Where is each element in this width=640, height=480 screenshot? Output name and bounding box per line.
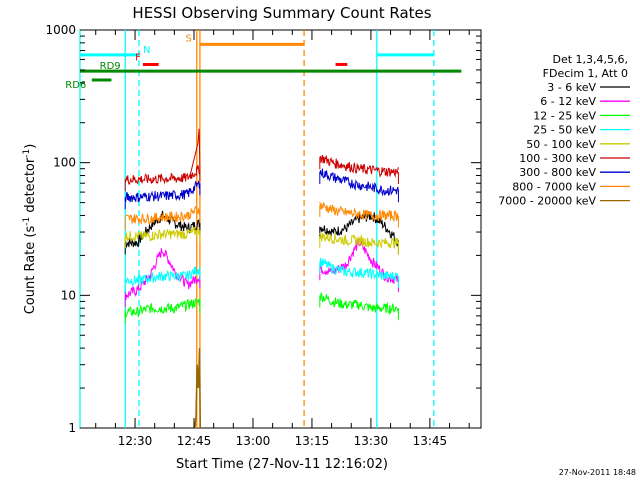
legend: Det 1,3,4,5,6, FDecim 1, Att 0 3 - 6 keV… [498, 53, 630, 208]
y-axis-title-sup2: -1 [22, 149, 32, 158]
series-line [319, 154, 399, 178]
y-tick-label: 10 [61, 288, 76, 302]
series-line [124, 297, 201, 319]
flag-label: RD9 [100, 61, 121, 72]
legend-label: 50 - 100 keV [526, 138, 596, 151]
high-energy-trace [194, 348, 202, 429]
legend-label: 100 - 300 keV [519, 152, 596, 165]
x-tick-label: 12:45 [177, 434, 212, 448]
y-tick-label: 1 [68, 421, 76, 435]
flag-label: F [135, 52, 141, 63]
x-axis: 12:30 12:45 13:00 13:15 13:30 13:45 [95, 30, 470, 448]
series-line [124, 225, 201, 243]
legend-label: 6 - 12 keV [540, 95, 596, 108]
flag-bars: N S F RD9 RD6 [65, 33, 462, 91]
legend-label: 800 - 7000 keV [512, 180, 596, 193]
footer-timestamp: 27-Nov-2011 18:48 [559, 468, 636, 477]
y-tick-label: 100 [53, 156, 76, 170]
chart-title: HESSI Observing Summary Count Rates [132, 4, 431, 22]
series-line [319, 168, 399, 197]
flag-label: N [143, 45, 150, 56]
x-tick-label: 13:45 [413, 434, 448, 448]
y-axis: 1 10 100 1000 [45, 23, 481, 435]
x-tick-label: 13:00 [236, 434, 271, 448]
series-line [124, 266, 201, 287]
series-line [319, 211, 399, 247]
plot-frame [79, 29, 482, 429]
instrument-state-lines [79, 30, 435, 428]
legend-label: 300 - 800 keV [519, 166, 596, 179]
flag-label: RD6 [65, 80, 86, 91]
legend-label: 25 - 50 keV [533, 124, 596, 137]
series-line [124, 180, 201, 203]
y-axis-title-part3: ) [23, 144, 38, 149]
x-tick-label: 13:15 [295, 434, 330, 448]
series-line [319, 292, 399, 316]
series-line [124, 165, 201, 185]
y-axis-title-sup1: -1 [22, 217, 32, 226]
series-line [319, 257, 399, 282]
y-axis-title: Count Rate (s-1 detector-1) [22, 144, 38, 315]
legend-label: 3 - 6 keV [547, 81, 596, 94]
series-line [124, 205, 201, 225]
series-layer [124, 128, 399, 429]
x-tick-label: 12:30 [118, 434, 153, 448]
y-axis-title-part1: Count Rate (s [23, 226, 38, 315]
flare-spike [189, 128, 201, 176]
y-axis-title-part2: detector [23, 157, 38, 217]
legend-header-1: Det 1,3,4,5,6, [552, 53, 628, 66]
series-line [124, 248, 201, 301]
x-axis-title: Start Time (27-Nov-11 12:16:02) [176, 457, 388, 472]
legend-header-2: FDecim 1, Att 0 [543, 67, 628, 80]
x-tick-label: 13:30 [354, 434, 389, 448]
flag-label: S [186, 33, 192, 44]
legend-label: 12 - 25 keV [533, 109, 596, 122]
series-line [319, 232, 399, 249]
legend-label: 7000 - 20000 keV [498, 195, 596, 208]
y-tick-label: 1000 [45, 23, 76, 37]
series-line [319, 201, 399, 222]
